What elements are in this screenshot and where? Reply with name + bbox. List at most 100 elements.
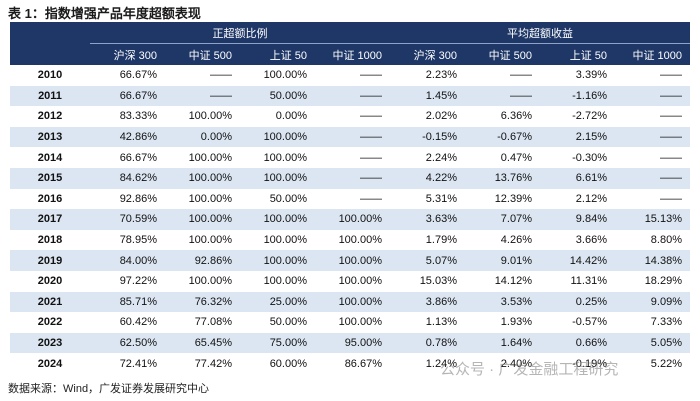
year-cell: 2023 (10, 332, 90, 354)
cell: -0.30% (572, 151, 607, 164)
cell: 2.15% (540, 126, 615, 148)
cell: 12.39% (494, 192, 532, 205)
cell: 100.00% (165, 209, 240, 230)
year-cell: 2024 (37, 357, 63, 370)
source-note: 数据来源：Wind，广发证券发展研究中心 (8, 383, 210, 395)
cell: —— (510, 69, 532, 82)
cell: 0.78% (390, 332, 465, 354)
cell: —— (315, 167, 390, 189)
cell: 9.84% (540, 209, 615, 230)
table-row: 2022 60.42% 77.08% 50.00% 100.00% 1.13% 1.93% -… (10, 312, 690, 333)
cell: 3.39% (575, 69, 607, 82)
cell: 100.00% (263, 151, 307, 164)
cell: 0.66% (540, 332, 615, 354)
column-header: 中证 1000 (315, 43, 390, 65)
table-row: 2017 70.59% 100.00% 100.00% 100.00% 3.63% 7.07… (10, 209, 690, 230)
year-cell: 2020 (37, 275, 63, 288)
cell: 2.23% (425, 69, 457, 82)
cell: 0.47% (500, 151, 532, 164)
cell: 100.00% (315, 209, 390, 230)
cell: 13.76% (465, 167, 540, 189)
cell: 77.08% (194, 316, 232, 329)
cell: 60.00% (269, 357, 307, 370)
cell: 6.61% (540, 167, 615, 189)
cell: 1.93% (500, 316, 532, 329)
header-cell (10, 22, 90, 65)
cell: 18.29% (644, 275, 682, 288)
cell: 85.71% (90, 291, 165, 313)
cell: 42.86% (90, 126, 165, 148)
cell: 15.13% (615, 209, 690, 230)
cell: —— (360, 110, 382, 123)
cell: 84.62% (90, 167, 165, 189)
cell: 2.02% (425, 110, 457, 123)
cell: 0.00% (165, 126, 240, 148)
table-row: 2023 62.50% 65.45% 75.00% 95.00% 0.78% 1.64% 0.… (10, 332, 690, 354)
year-cell: 2011 (10, 85, 90, 107)
cell: 100.00% (188, 234, 232, 247)
cell: 100.00% (338, 316, 382, 329)
year-cell: 2021 (10, 291, 90, 313)
data-table: 正超额比例 平均超额收益 沪深 300 中证 500 上证 50 中证 1000 沪深 30… (10, 22, 690, 374)
cell: 50.00% (269, 316, 307, 329)
cell: 92.86% (165, 250, 240, 271)
column-header: 沪深 300 (90, 43, 165, 65)
cell: 100.00% (188, 151, 232, 164)
table-row: 2018 78.95% 100.00% 100.00% 100.00% 1.79% 4.26… (10, 230, 690, 251)
cell: —— (615, 85, 690, 107)
year-cell: 2016 (37, 192, 63, 205)
cell: 9.09% (615, 291, 690, 313)
cell: 77.42% (194, 357, 232, 370)
table-row: 2012 83.33% 100.00% 0.00% —— 2.02% 6.36% -2.72%… (10, 106, 690, 127)
cell: 7.33% (650, 316, 682, 329)
cell: 100.00% (240, 167, 315, 189)
cell: —— (615, 126, 690, 148)
cell: —— (465, 85, 540, 107)
year-cell: 2015 (10, 167, 90, 189)
watermark: 公众号 · 广发金融工程研究 (440, 361, 619, 378)
cell: 100.00% (188, 275, 232, 288)
cell: 5.07% (390, 250, 465, 271)
cell: 2.24% (425, 151, 457, 164)
cell: 100.00% (165, 167, 240, 189)
cell: -2.72% (572, 110, 607, 123)
cell: 14.12% (494, 275, 532, 288)
cell: —— (360, 192, 382, 205)
cell: 3.66% (575, 234, 607, 247)
cell: 78.95% (119, 234, 157, 247)
cell: 15.03% (419, 275, 457, 288)
cell: 100.00% (263, 234, 307, 247)
cell: 92.86% (119, 192, 157, 205)
cell: 84.00% (90, 250, 165, 271)
cell: -1.16% (540, 85, 615, 107)
year-cell: 2013 (10, 126, 90, 148)
cell: —— (165, 85, 240, 107)
header-row: 沪深 300 中证 500 上证 50 中证 1000 沪深 300 中证 500 上证 5… (10, 43, 690, 65)
column-header: 沪深 300 (390, 43, 465, 65)
cell: -0.15% (390, 126, 465, 148)
year-cell: 2012 (37, 110, 63, 123)
cell: 2.40% (500, 357, 532, 370)
cell: 1.79% (425, 234, 457, 247)
year-cell: 2014 (37, 151, 63, 164)
cell: 1.45% (390, 85, 465, 107)
cell: 50.00% (269, 192, 307, 205)
cell: 6.36% (500, 110, 532, 123)
cell: -0.57% (572, 316, 607, 329)
table-row: 2016 92.86% 100.00% 50.00% —— 5.31% 12.39% 2.12… (10, 189, 690, 210)
cell: 11.31% (570, 275, 608, 288)
group-header: 平均超额收益 (390, 22, 690, 44)
cell: -0.67% (465, 126, 540, 148)
cell: —— (315, 85, 390, 107)
column-header: 中证 500 (465, 43, 540, 65)
cell: 100.00% (338, 275, 382, 288)
cell: 83.33% (119, 110, 157, 123)
cell: 70.59% (90, 209, 165, 230)
header-row: 正超额比例 平均超额收益 (10, 22, 690, 65)
table-row: 2024 72.41% 77.42% 60.00% 86.67% 1.24% 2.40% -0… (10, 353, 690, 374)
table-header: 正超额比例 平均超额收益 沪深 300 中证 500 上证 50 中证 1000 沪深 30… (10, 22, 690, 65)
cell: 9.01% (465, 250, 540, 271)
cell: —— (660, 151, 682, 164)
cell: 25.00% (240, 291, 315, 313)
